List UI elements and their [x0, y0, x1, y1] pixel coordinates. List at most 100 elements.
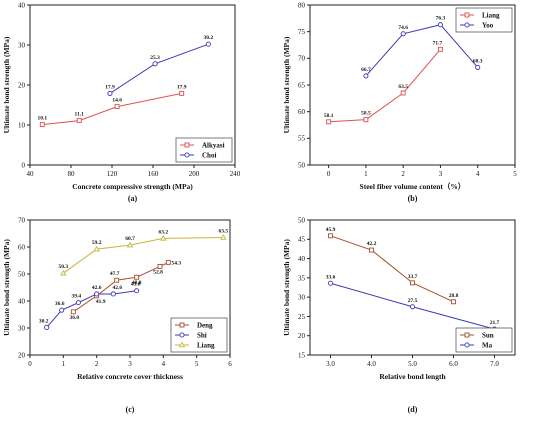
- panel-caption: (a): [128, 194, 138, 203]
- data-label: 28.8: [449, 293, 459, 299]
- data-label: 30.2: [39, 318, 49, 324]
- data-label: 45.9: [326, 227, 336, 233]
- data-label: 42.6: [113, 285, 123, 291]
- data-point: [107, 90, 113, 96]
- x-tick-label: 3: [128, 360, 132, 368]
- data-point: [220, 234, 227, 240]
- y-tick-label: 60: [18, 243, 26, 251]
- data-point: [114, 277, 120, 283]
- data-point: [328, 233, 333, 239]
- legend-box: [455, 7, 513, 33]
- data-point: [110, 291, 116, 297]
- data-point: [437, 22, 444, 28]
- y-tick-label: 50: [18, 270, 26, 278]
- x-tick-label: 3: [439, 170, 443, 178]
- legend-marker: [464, 22, 470, 28]
- y-axis-label: Ultimate bond strength (MPa): [282, 239, 291, 336]
- y-tick-label: 80: [298, 1, 306, 9]
- data-label: 17.9: [177, 84, 187, 90]
- data-label: 25.3: [150, 55, 160, 61]
- data-point: [60, 269, 67, 276]
- data-point: [205, 41, 211, 47]
- data-point: [70, 309, 76, 315]
- y-tick-label: 55: [298, 135, 306, 143]
- y-tick-label: 20: [18, 81, 26, 89]
- chart-panel-1: 40 80 120 160 200 240 0 10 20 30 40 Concrete compre…: [2, 1, 241, 203]
- data-point: [327, 280, 334, 286]
- x-tick-label: 5: [513, 170, 517, 178]
- panel-caption: (b): [408, 194, 418, 203]
- data-point: [114, 104, 120, 110]
- data-point: [369, 247, 374, 253]
- y-tick-label: 70: [298, 55, 306, 63]
- data-label: 27.5: [408, 298, 418, 304]
- legend-label: Alkyasi: [202, 142, 225, 150]
- series-line: [365, 24, 479, 77]
- y-tick-label: 10: [18, 121, 26, 129]
- x-tick-label: 200: [189, 170, 200, 178]
- data-label: 43.8: [131, 282, 141, 288]
- y-tick-label: 30: [18, 41, 26, 49]
- data-point: [39, 122, 45, 128]
- data-point: [363, 117, 369, 123]
- data-label: 60.7: [125, 236, 135, 242]
- data-label: 66.7: [361, 67, 371, 73]
- data-label: 30.2: [204, 35, 214, 41]
- x-tick-label: 4: [162, 360, 166, 368]
- y-tick-label: 25: [298, 313, 306, 321]
- x-tick-label: 7.0: [490, 360, 499, 368]
- series-sun: 45.9 42.2 33.7 28.8: [326, 227, 459, 305]
- y-tick-label: 60: [298, 108, 306, 116]
- y-tick-label: 0: [22, 161, 26, 169]
- legend-label: Yoo: [482, 22, 494, 30]
- data-point: [400, 31, 406, 37]
- data-point: [126, 241, 134, 248]
- legend: Sun Ma: [455, 327, 513, 353]
- legend-label: Deng: [197, 322, 213, 330]
- data-point: [363, 73, 369, 79]
- data-point: [400, 90, 406, 96]
- data-label: 14.6: [112, 98, 122, 104]
- legend-marker: [179, 332, 185, 338]
- y-tick-label: 70: [18, 216, 26, 224]
- chart-panel-4: 3.0 4.0 5.0 6.0 7.0 15 20 25 30 35 40 45 50 Relative …: [282, 216, 516, 414]
- data-label: 47.7: [110, 271, 120, 277]
- data-label: 74.6: [398, 25, 408, 31]
- y-tick-label: 40: [18, 1, 26, 9]
- series-yoo: 66.7 74.6 76.3 68.3: [361, 16, 483, 79]
- data-label: 54.3: [172, 260, 182, 266]
- legend-label: Choi: [202, 152, 216, 160]
- x-tick-label: 0: [327, 170, 331, 178]
- data-label: 48.8: [132, 280, 142, 286]
- x-tick-label: 80: [68, 170, 76, 178]
- legend-marker: [464, 342, 470, 348]
- x-tick-label: 120: [107, 170, 118, 178]
- y-tick-label: 30: [298, 294, 306, 302]
- x-tick-label: 5: [195, 360, 199, 368]
- data-label: 33.6: [326, 274, 336, 280]
- data-point: [451, 299, 456, 305]
- x-tick-label: 3.0: [326, 360, 335, 368]
- legend-marker: [178, 341, 186, 348]
- data-label: 11.1: [75, 112, 85, 118]
- data-label: 76.3: [436, 16, 446, 22]
- x-axis-label: Relative concrete cover thickness: [77, 372, 183, 381]
- x-tick-label: 1: [364, 170, 368, 178]
- x-tick-label: 160: [148, 170, 159, 178]
- data-point: [75, 300, 81, 306]
- y-tick-label: 40: [18, 297, 26, 305]
- data-point: [438, 46, 443, 52]
- x-tick-label: 0: [28, 360, 32, 368]
- panel-caption: (c): [126, 405, 135, 414]
- data-point: [93, 245, 100, 252]
- series-line: [328, 48, 441, 123]
- x-tick-label: 2: [401, 170, 405, 178]
- data-label: 42.6: [92, 285, 102, 291]
- data-label: 39.4: [72, 294, 82, 300]
- legend-label: Ma: [482, 342, 493, 350]
- legend-label: Liang: [482, 12, 500, 20]
- y-tick-label: 75: [298, 28, 306, 36]
- y-tick-label: 20: [18, 351, 26, 359]
- x-tick-label: 1: [62, 360, 66, 368]
- series-line: [46, 290, 137, 328]
